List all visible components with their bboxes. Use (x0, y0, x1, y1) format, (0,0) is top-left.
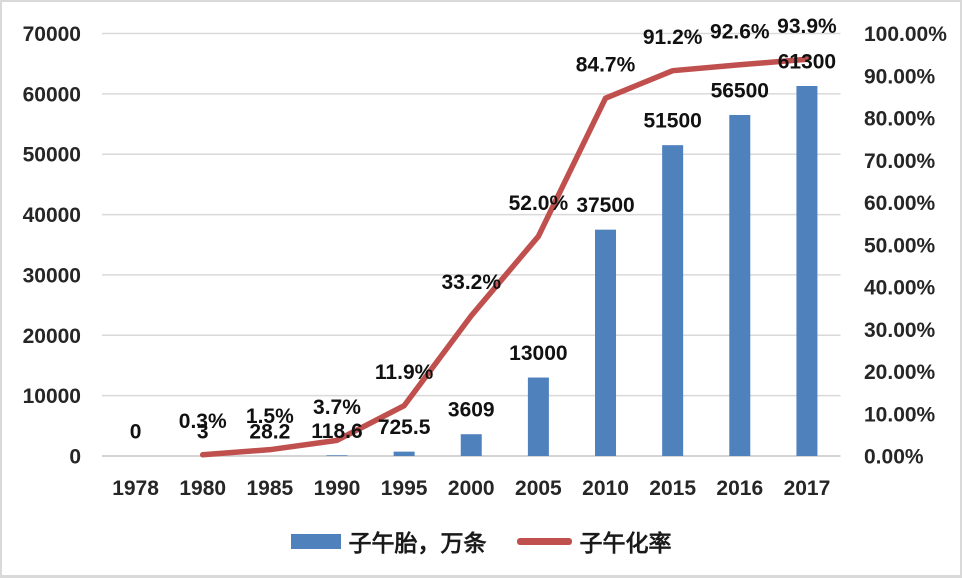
rate-label: 93.9% (777, 15, 837, 38)
right-axis-tick: 100.00% (864, 23, 947, 46)
right-axis-tick: 70.00% (864, 150, 936, 173)
rate-label: 91.2% (643, 26, 703, 49)
bar-2015 (662, 145, 684, 457)
x-axis-label: 1995 (381, 477, 428, 500)
x-axis-label: 1985 (246, 477, 293, 500)
left-axis-tick: 50000 (23, 144, 81, 167)
bar-label: 0 (130, 421, 142, 444)
x-axis-label: 1980 (179, 477, 226, 500)
bar-label: 3609 (448, 399, 495, 422)
left-axis-tick: 20000 (23, 325, 81, 348)
left-axis-tick: 10000 (23, 385, 81, 408)
rate-label: 33.2% (441, 271, 501, 294)
right-axis-tick: 20.00% (864, 361, 936, 384)
legend-item-line-series: 子午化率 (516, 524, 672, 558)
legend-item-bar-series: 子午胎，万条 (290, 524, 487, 558)
rate-label: 1.5% (246, 405, 294, 428)
bar-1995 (393, 451, 415, 456)
legend-label-line-series: 子午化率 (579, 530, 672, 556)
left-axis-tick: 30000 (23, 264, 81, 287)
right-axis-tick: 10.00% (864, 403, 936, 426)
rate-label: 52.0% (509, 192, 569, 215)
right-axis-tick: 60.00% (864, 192, 936, 215)
bar-label: 13000 (509, 342, 567, 365)
x-axis-label: 2005 (515, 477, 562, 500)
line-series (199, 56, 810, 458)
bar-2017 (796, 86, 818, 456)
left-axis-tick: 70000 (23, 23, 81, 46)
bar-2000 (460, 434, 482, 456)
bar-label: 37500 (576, 194, 634, 217)
rate-label: 84.7% (576, 54, 636, 77)
left-axis-tick: 40000 (23, 204, 81, 227)
x-axis-label: 2010 (582, 477, 629, 500)
chart-legend: 子午胎，万条 子午化率 (2, 518, 960, 564)
bar-label: 56500 (711, 79, 769, 102)
x-axis-label: 2015 (649, 477, 696, 500)
right-axis-tick: 0.00% (864, 446, 924, 469)
right-axis-tick: 30.00% (864, 319, 936, 342)
bar-2005 (527, 377, 549, 456)
line-series-swatch (516, 537, 572, 545)
x-axis-label: 2017 (784, 477, 831, 500)
bar-label: 3 (197, 420, 209, 443)
right-axis-tick: 50.00% (864, 234, 936, 257)
bar-label: 61300 (778, 51, 836, 74)
rate-label: 92.6% (710, 20, 770, 43)
right-axis-tick: 40.00% (864, 277, 936, 300)
x-axis-label: 1990 (314, 477, 361, 500)
left-axis-tick: 60000 (23, 83, 81, 106)
bar-1990 (326, 455, 348, 456)
x-axis-label: 1978 (112, 477, 159, 500)
bar-label: 725.5 (378, 416, 431, 439)
rate-label: 3.7% (313, 396, 361, 419)
x-axis-label: 2016 (716, 477, 763, 500)
bar-label: 51500 (643, 110, 701, 133)
chart-canvas: 0100002000030000400005000060000700000.00… (23, 15, 948, 500)
rate-label: 0.3% (179, 410, 227, 433)
rate-label: 11.9% (375, 361, 434, 384)
legend-label-bar-series: 子午胎，万条 (348, 530, 487, 556)
bar-2010 (595, 229, 617, 456)
x-axis-label: 2000 (448, 477, 495, 500)
bar-2016 (729, 114, 751, 456)
bar-label: 118.6 (311, 420, 362, 443)
right-axis-tick: 90.00% (864, 65, 936, 88)
left-axis-tick: 0 (69, 446, 81, 469)
bar-label: 28.2 (249, 420, 290, 443)
right-axis-tick: 80.00% (864, 108, 936, 131)
bar-series-swatch (290, 533, 341, 549)
